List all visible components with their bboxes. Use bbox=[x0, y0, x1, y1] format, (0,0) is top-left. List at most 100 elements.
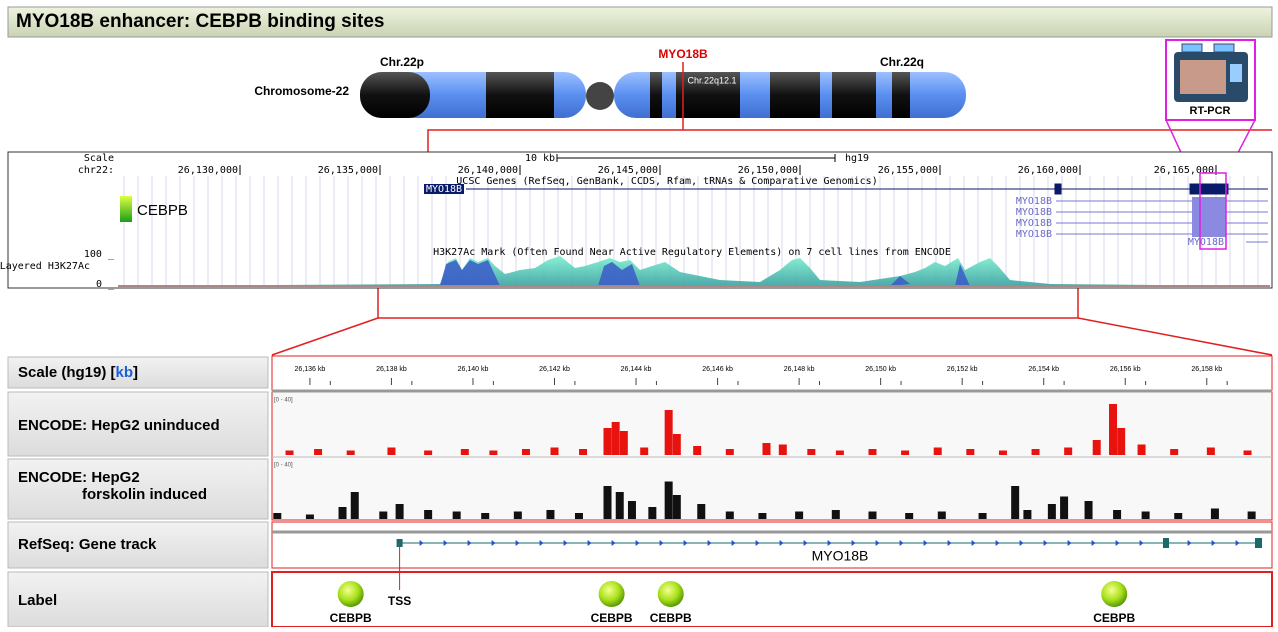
signal-bar bbox=[697, 504, 705, 519]
strand-arrow bbox=[660, 540, 664, 546]
row-label: ENCODE: HepG2 bbox=[18, 469, 140, 486]
strand-arrow bbox=[996, 540, 1000, 546]
p-arm-label: Chr.22p bbox=[380, 55, 424, 69]
row-label: ENCODE: HepG2 uninduced bbox=[18, 417, 220, 434]
signal-bar bbox=[612, 422, 620, 455]
assembly-label: hg19 bbox=[845, 153, 869, 164]
signal-bar bbox=[551, 448, 559, 456]
signal-bar bbox=[1211, 509, 1219, 520]
row-label: RefSeq: Gene track bbox=[18, 536, 157, 553]
q-arm-label: Chr.22q bbox=[880, 55, 924, 69]
signal-bar bbox=[726, 449, 734, 455]
strand-arrow bbox=[972, 540, 976, 546]
signal-bar bbox=[1023, 510, 1031, 519]
signal-bar bbox=[314, 449, 322, 455]
signal-bar bbox=[979, 513, 987, 519]
gene-name: MYO18B bbox=[1188, 237, 1224, 248]
signal-bar bbox=[779, 445, 787, 456]
position-label: 26,130,000 bbox=[178, 165, 238, 176]
strand-arrow bbox=[900, 540, 904, 546]
signal-bar bbox=[665, 410, 673, 455]
signal-bar bbox=[1011, 486, 1019, 519]
signal-bar bbox=[461, 449, 469, 455]
signal-bar bbox=[453, 512, 461, 520]
strand-arrow bbox=[492, 540, 496, 546]
signal-bar bbox=[762, 443, 770, 455]
tick-label: 26,142 kb bbox=[539, 366, 570, 373]
signal-bar bbox=[938, 512, 946, 520]
binding-site bbox=[658, 581, 684, 607]
strand-arrow bbox=[852, 540, 856, 546]
signal-bar bbox=[351, 492, 359, 519]
strand-arrow bbox=[708, 540, 712, 546]
gene-track-title: UCSC Genes (RefSeq, GenBank, CCDS, Rfam,… bbox=[456, 176, 877, 187]
signal-bar bbox=[640, 448, 648, 456]
strand-arrow bbox=[948, 540, 952, 546]
range-label: [0 - 40] bbox=[274, 463, 293, 469]
gene-name: MYO18B bbox=[1016, 218, 1052, 229]
scale-bar-label: 10 kb bbox=[525, 153, 555, 164]
strand-arrow bbox=[876, 540, 880, 546]
signal-bar bbox=[546, 510, 554, 519]
signal-bar bbox=[795, 512, 803, 520]
signal-bar bbox=[1248, 512, 1256, 520]
position-label: 26,165,000 bbox=[1154, 165, 1214, 176]
row-label: Scale (hg19) [kb] bbox=[18, 364, 138, 381]
signal-bar bbox=[1174, 513, 1182, 519]
strand-arrow bbox=[1140, 540, 1144, 546]
scale-unit: kb bbox=[116, 364, 134, 381]
gene-name: MYO18B bbox=[1016, 229, 1052, 240]
signal-bar bbox=[575, 513, 583, 519]
strand-arrow bbox=[1068, 540, 1072, 546]
position-label: 26,160,000 bbox=[1018, 165, 1078, 176]
tick-label: 26,140 kb bbox=[458, 366, 489, 373]
gene-name: MYO18B bbox=[812, 548, 869, 564]
strand-arrow bbox=[1092, 540, 1096, 546]
tick-label: 26,152 kb bbox=[947, 366, 978, 373]
row-label: Label bbox=[18, 592, 57, 609]
binding-site bbox=[599, 581, 625, 607]
tick-label: 26,146 kb bbox=[702, 366, 733, 373]
strand-arrow bbox=[612, 540, 616, 546]
strand-arrow bbox=[588, 540, 592, 546]
gene-name: MYO18B bbox=[1016, 207, 1052, 218]
position-label: 26,150,000 bbox=[738, 165, 798, 176]
strand-arrow bbox=[1116, 540, 1120, 546]
signal-bar bbox=[628, 501, 636, 519]
signal-bar bbox=[286, 451, 294, 456]
signal-bar bbox=[514, 512, 522, 520]
strand-arrow bbox=[564, 540, 568, 546]
signal-bar bbox=[901, 451, 909, 456]
signal-bar bbox=[999, 451, 1007, 456]
signal-bar bbox=[648, 507, 656, 519]
signal-bar bbox=[1113, 510, 1121, 519]
strand-arrow bbox=[804, 540, 808, 546]
position-label: 26,145,000 bbox=[598, 165, 658, 176]
site-label: CEBPB bbox=[591, 611, 633, 625]
signal-bar bbox=[665, 482, 673, 520]
signal-bar bbox=[604, 486, 612, 519]
strand-arrow bbox=[468, 540, 472, 546]
chromosome-label: Chromosome-22 bbox=[254, 84, 349, 98]
strand-arrow bbox=[828, 540, 832, 546]
strand-arrow bbox=[444, 540, 448, 546]
track-max: 100 _ bbox=[84, 249, 115, 260]
signal-bar bbox=[1170, 449, 1178, 455]
scale-text: Scale (hg19) [ bbox=[18, 364, 116, 381]
signal-bar bbox=[579, 449, 587, 455]
signal-bar bbox=[1244, 451, 1252, 456]
signal-bar bbox=[1064, 448, 1072, 456]
strand-arrow bbox=[732, 540, 736, 546]
signal-bar bbox=[832, 510, 840, 519]
signal-bar bbox=[424, 510, 432, 519]
signal-bar bbox=[673, 434, 681, 455]
tick-label: 26,138 kb bbox=[376, 366, 407, 373]
title: MYO18B enhancer: CEBPB binding sites bbox=[16, 11, 384, 32]
signal-bar bbox=[1109, 404, 1117, 455]
signal-bar bbox=[1032, 449, 1040, 455]
signal-bar bbox=[1207, 448, 1215, 456]
rtpcr-icon bbox=[1174, 44, 1248, 102]
strand-arrow bbox=[780, 540, 784, 546]
strand-arrow bbox=[540, 540, 544, 546]
signal-bar bbox=[1085, 501, 1093, 519]
